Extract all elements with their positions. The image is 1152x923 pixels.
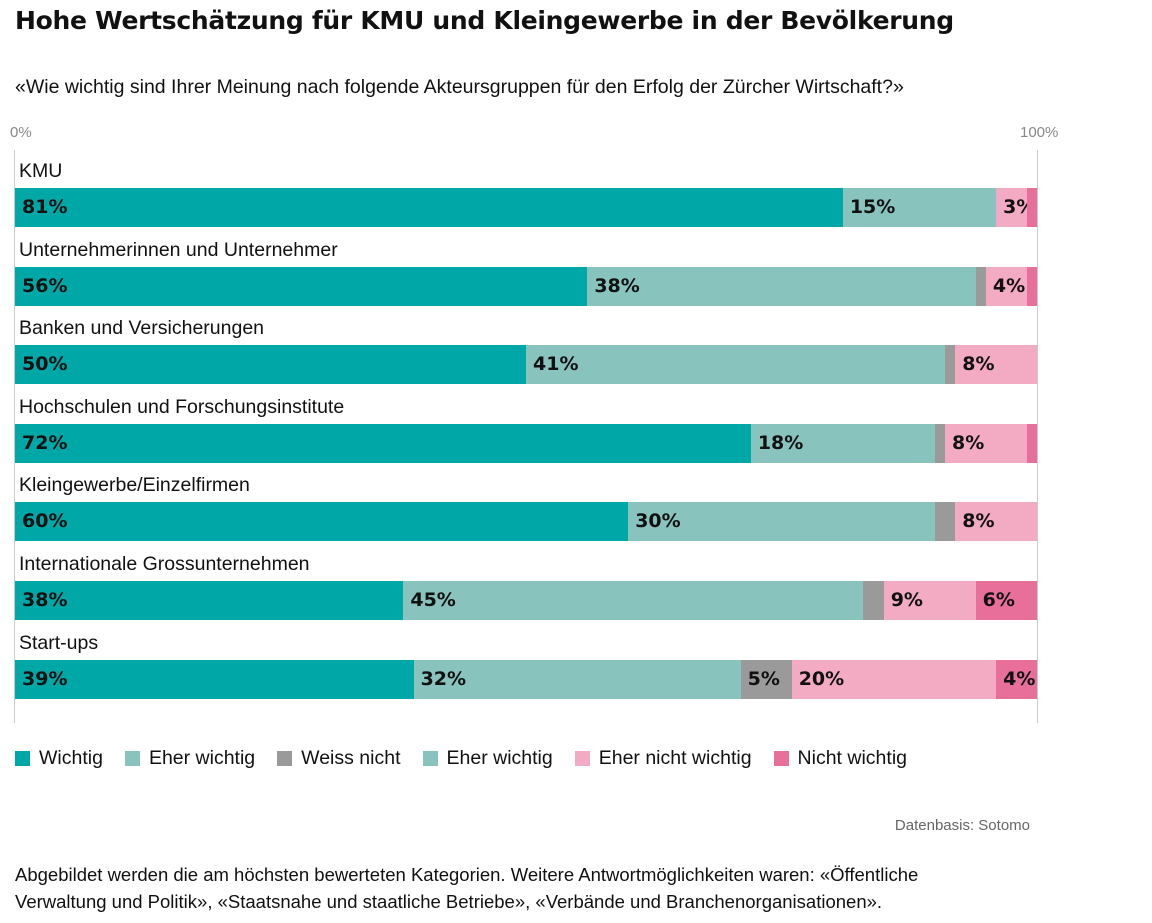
- bar-row: 39% 32% 5% 20% 4%: [15, 659, 1037, 699]
- bar-segment: 20%: [791, 659, 997, 699]
- bar-segment: [934, 423, 945, 463]
- data-label: 15%: [849, 196, 896, 218]
- bar-row: 81% 15% 3%: [15, 188, 1037, 227]
- bar-segment: [1026, 188, 1037, 227]
- category-label: Banken und Versicherungen: [19, 317, 265, 340]
- data-label: 56%: [22, 274, 68, 297]
- tick-label-0: 0%: [10, 124, 32, 141]
- bar-segment: 4%: [996, 659, 1037, 699]
- bar-segment: 30%: [628, 502, 935, 542]
- legend-item: Weiss nicht: [277, 747, 401, 770]
- bar-segment: 38%: [587, 266, 976, 306]
- data-label: 9%: [890, 589, 923, 611]
- bar-segment: 3%: [996, 188, 1035, 227]
- data-label: 6%: [982, 589, 1015, 611]
- bar-segment: 18%: [750, 423, 935, 463]
- data-label: 5%: [747, 667, 780, 690]
- legend-item: Wichtig: [15, 747, 103, 770]
- bar-segment: [1026, 423, 1037, 463]
- data-label: 50%: [22, 353, 68, 376]
- category-label: Kleingewerbe/Einzelfirmen: [19, 474, 250, 497]
- data-label: 72%: [22, 431, 68, 454]
- bar-segment: 41%: [526, 345, 946, 385]
- data-label: 30%: [635, 510, 681, 533]
- bar-segment: [1026, 266, 1037, 306]
- legend-swatch: [773, 751, 789, 766]
- bar-segment: 8%: [955, 502, 1037, 542]
- data-label: 39%: [22, 667, 68, 690]
- legend-label: Weiss nicht: [301, 747, 401, 769]
- bar-segment: 39%: [15, 659, 414, 699]
- data-label: 38%: [22, 589, 68, 611]
- data-label: 4%: [992, 274, 1026, 297]
- bar-segment: 45%: [403, 581, 864, 620]
- category-label: Hochschulen und Forschungsinstitute: [19, 395, 345, 418]
- legend-swatch: [15, 751, 30, 766]
- legend-swatch: [422, 751, 438, 766]
- chart-subtitle: «Wie wichtig sind Ihrer Meinung nach fol…: [15, 76, 904, 98]
- data-label: 41%: [533, 353, 579, 376]
- category-label: Start-ups: [19, 631, 99, 654]
- legend-label: Eher wichtig: [446, 747, 553, 769]
- footnote-line: Verwaltung und Politik», «Staatsnahe und…: [15, 891, 883, 912]
- chart-title: Hohe Wertschätzung für KMU und Kleingewe…: [15, 6, 954, 35]
- legend-item: Eher nicht wichtig: [574, 747, 752, 770]
- bar-row: 72% 18% 8%: [15, 423, 1037, 463]
- data-label: 4%: [1003, 667, 1036, 690]
- data-label: 60%: [22, 510, 68, 533]
- legend-swatch: [124, 751, 140, 766]
- source: Datenbasis: Sotomo: [894, 817, 1030, 834]
- bar-segment: 9%: [883, 581, 976, 620]
- data-label: 18%: [757, 431, 804, 454]
- bar-segment: [863, 581, 884, 620]
- data-label: 8%: [962, 510, 995, 533]
- axis-line-100: [1037, 150, 1038, 723]
- bar-row: 50% 41% 8%: [15, 345, 1037, 385]
- bar-segment: 81%: [15, 188, 843, 227]
- legend-label: Eher wichtig: [148, 747, 256, 769]
- legend-label: Eher nicht wichtig: [598, 747, 752, 769]
- bar-segment: 32%: [413, 659, 741, 699]
- bar-segment: 6%: [975, 581, 1037, 620]
- legend-swatch: [574, 751, 590, 766]
- bar-segment: 8%: [955, 345, 1037, 385]
- tick-label-100: 100%: [1020, 124, 1059, 141]
- data-label: 8%: [952, 431, 985, 454]
- data-label: 81%: [22, 196, 68, 218]
- data-label: 8%: [962, 353, 995, 376]
- legend-item: Eher wichtig: [422, 747, 553, 770]
- bar-segment: 4%: [985, 266, 1027, 306]
- data-label: 32%: [420, 667, 467, 690]
- data-label: 45%: [410, 589, 456, 611]
- bar-row: 38% 45% 9% 6%: [15, 581, 1037, 620]
- category-label: KMU: [19, 160, 63, 182]
- bar-segment: 5%: [740, 659, 792, 699]
- bar-segment: [945, 345, 956, 385]
- footnote: Abgebildet werden die am höchsten bewert…: [15, 861, 1125, 915]
- bar-segment: [975, 266, 986, 306]
- legend-item: Eher wichtig: [124, 747, 256, 770]
- legend-label: Nicht wichtig: [797, 747, 907, 769]
- legend-item: Nicht wichtig: [773, 747, 907, 770]
- bar-segment: 8%: [945, 423, 1027, 463]
- bar-segment: 72%: [15, 423, 751, 463]
- data-label: 20%: [798, 667, 845, 690]
- axis-line-0: [14, 150, 15, 723]
- legend-label: Wichtig: [39, 747, 103, 769]
- bar-segment: [934, 502, 956, 542]
- bar-segment: 50%: [15, 345, 526, 385]
- footnote-line: Abgebildet werden die am höchsten bewert…: [15, 864, 919, 885]
- bar-segment: 56%: [15, 266, 588, 306]
- bar-row: 56% 38% 4%: [15, 266, 1037, 306]
- bar-row: 60% 30% 8%: [15, 502, 1037, 542]
- category-label: Internationale Grossunternehmen: [19, 553, 310, 575]
- data-label: 38%: [594, 274, 640, 297]
- legend: Wichtig Eher wichtig Weiss nicht Eher wicht…: [15, 747, 929, 770]
- bar-segment: 60%: [15, 502, 629, 542]
- legend-swatch: [277, 751, 293, 766]
- bar-segment: 15%: [842, 188, 997, 227]
- category-label: Unternehmerinnen und Unternehmer: [19, 238, 338, 261]
- bar-segment: 38%: [15, 581, 404, 620]
